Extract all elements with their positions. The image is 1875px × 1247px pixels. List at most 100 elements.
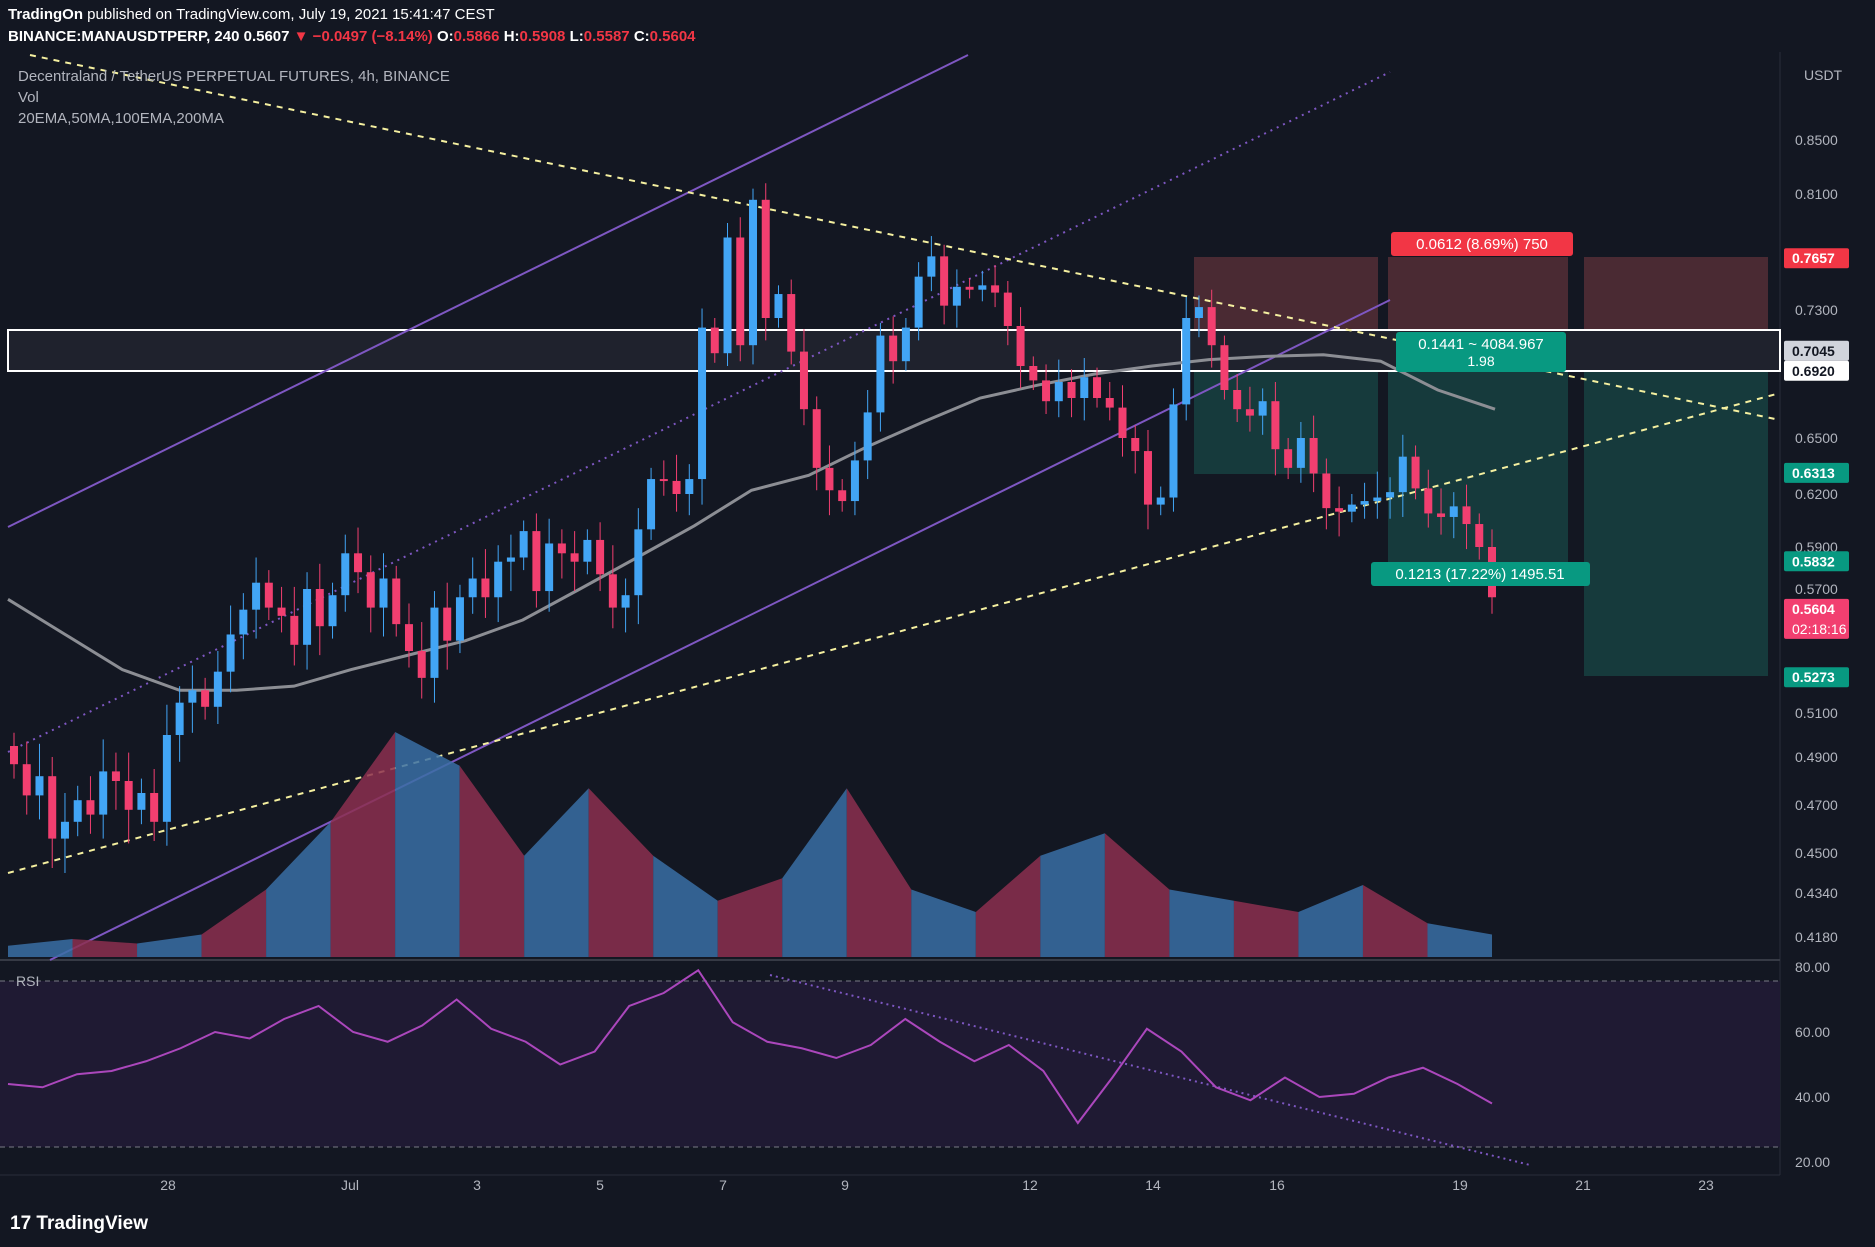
price-badge [1784,667,1849,688]
candle-body [417,651,426,678]
price-axis-ticks: 0.8500 0.8100 0.7300 0.6500 0.6200 0.5900 0.57… [1795,132,1838,945]
candle-body [468,578,477,598]
x-tick-label: 12 [1022,1177,1038,1193]
volume-segment [1169,889,1234,957]
candle-body [1449,506,1458,517]
rsi-label: RSI [16,973,39,989]
candle-body [481,578,490,598]
price-badge-label: 0.6313 [1792,465,1835,481]
y-tick-label: 0.5900 [1795,539,1838,555]
candle-body [392,578,401,625]
volume-segment [1104,833,1170,957]
candle-body [1182,318,1191,405]
candle-body [1131,438,1140,452]
tradingview-logo[interactable]: 17 TradingView [10,1213,148,1235]
symbol-name: BINANCE:MANAUSDTPERP, 240 [8,28,240,45]
candle-body [876,335,885,413]
volume-segment [911,889,976,957]
candle-body [519,531,528,558]
candle-body [812,409,821,468]
volume-segment [588,788,654,957]
price-badge [1784,360,1849,381]
countdown-label: 02:18:16 [1792,621,1847,637]
candle-body [1233,390,1242,410]
price-badge [1784,551,1849,572]
candle-body [672,480,681,494]
open-label: O: [436,28,454,45]
candle-body [111,771,120,781]
candle-body [137,793,146,810]
volume-segment [1298,885,1363,957]
target-label-box [1371,562,1590,586]
candle-body [60,821,69,839]
candle-body [10,746,18,765]
candle-body [570,553,579,562]
price-badge [1784,340,1849,361]
volume-segment [717,878,783,957]
price-badge-label: 0.6920 [1792,363,1835,379]
time-axis-ticks: 28 Jul 3 5 7 9 12 14 16 19 21 23 [160,1177,1714,1193]
channel-upper-line [7,54,969,528]
price-badges: 0.7657 0.7045 0.6920 0.6313 0.5832 0.5604 02:1… [1784,248,1849,688]
candle-body [73,800,82,822]
volume-segment [72,939,138,957]
candle-body [863,412,872,461]
candle-body [150,793,159,822]
candle-body [1335,508,1344,512]
candle-body [965,286,974,290]
candle-body [22,764,31,796]
publish-line: TradingOn published on TradingView.com, … [8,6,495,23]
candle-body [532,531,541,592]
candle-body [736,237,745,346]
volume-segment [137,934,202,957]
candle-body [940,256,949,306]
candle-body [99,771,108,815]
target-label: 0.1213 (17.22%) 1495.51 [1395,566,1564,583]
low-value: 0.5587 [583,28,630,45]
candle-body [1003,292,1012,326]
candle-body [774,294,783,318]
volume-segment [1427,923,1492,957]
y-tick-label: 0.4500 [1795,845,1838,861]
candle-body [787,294,796,352]
candle-body [290,615,299,645]
candle-body [545,543,554,592]
candle-body [1437,513,1446,517]
y-tick-label: 0.6200 [1795,486,1838,502]
publisher-name[interactable]: TradingOn [8,6,83,23]
rsi-axis-ticks: 80.00 60.00 40.00 20.00 [1795,959,1830,1170]
candle-body [494,561,503,598]
price-badge [1784,598,1849,639]
x-tick-label: 7 [719,1177,727,1193]
price-badge [1784,248,1849,269]
candle-body [1411,456,1420,489]
x-tick-label: 14 [1145,1177,1161,1193]
candle-body [1118,407,1127,438]
candle-body [621,595,630,608]
candle-body [761,199,770,318]
candle-body [991,285,1000,293]
volume-segment [395,732,460,957]
candle-body [1296,438,1305,468]
candle-body [48,776,57,839]
rsi-tick-label: 80.00 [1795,959,1830,975]
candle-body [506,557,515,562]
candle-body [1016,326,1025,366]
candle-body [978,285,987,290]
price-change: ▼ −0.0497 (−8.14%) [293,28,433,45]
candle-body [188,690,197,703]
candle-body [366,572,375,608]
candle-body [1169,404,1178,498]
y-tick-label: 0.4180 [1795,929,1838,945]
candle-body [1398,456,1407,493]
y-tick-label: 0.5700 [1795,581,1838,597]
y-tick-label: 0.4700 [1795,797,1838,813]
volume-segment [653,855,718,957]
high-label: H: [503,28,520,45]
candle-body [1105,398,1114,408]
candle-body [723,237,732,354]
y-tick-label: 0.5100 [1795,705,1838,721]
rsi-trendline [769,974,1531,1166]
volume-segment [1362,885,1428,957]
